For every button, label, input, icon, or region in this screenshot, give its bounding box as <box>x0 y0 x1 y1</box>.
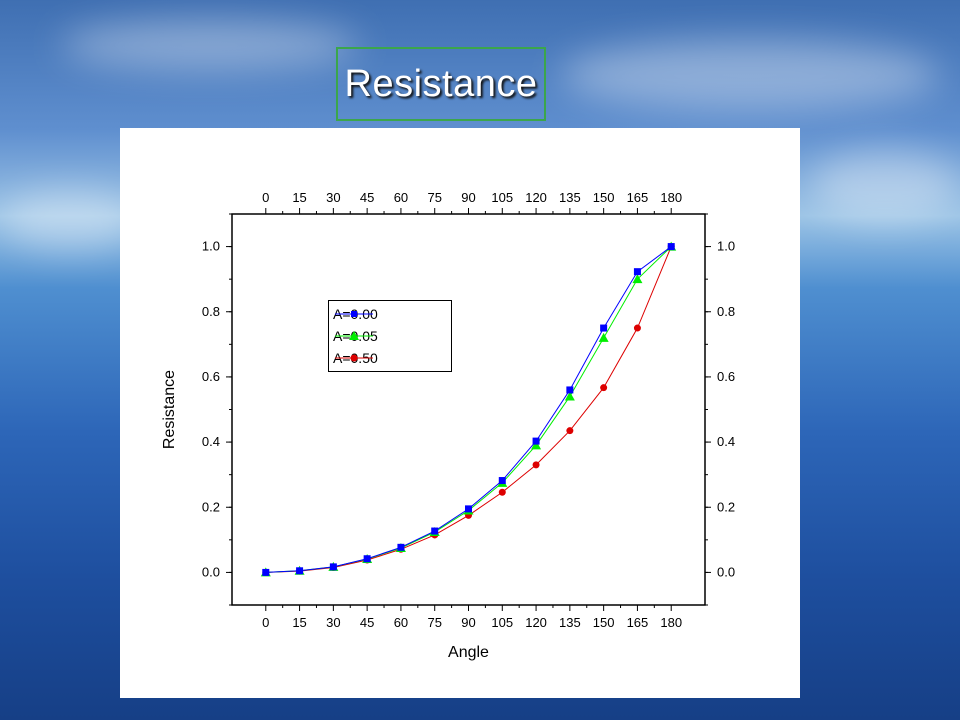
data-point-circle <box>600 384 608 392</box>
data-point-square <box>465 505 472 513</box>
data-point-square <box>498 477 506 485</box>
x-axis-label: Angle <box>448 644 489 661</box>
x-tick-label-top: 45 <box>360 190 374 205</box>
x-tick-label: 60 <box>394 615 408 630</box>
x-tick-label: 75 <box>427 615 441 630</box>
x-tick-label-top: 75 <box>427 190 441 205</box>
x-tick-label-top: 180 <box>660 190 682 205</box>
y-tick-label-right: 0.4 <box>717 434 735 449</box>
y-tick-label: 0.8 <box>202 304 220 319</box>
data-point-square <box>296 567 304 575</box>
data-point-circle <box>498 488 506 496</box>
y-tick-label-right: 0.8 <box>717 304 735 319</box>
legend-swatch-triangle <box>335 331 373 340</box>
y-tick-label: 0.0 <box>202 564 220 579</box>
series-line <box>265 246 672 573</box>
x-tick-label: 105 <box>491 615 513 630</box>
data-point-square <box>262 568 270 576</box>
data-point-square <box>363 555 371 563</box>
line-chart: 0 0 15 15 30 30 45 45 60 60 75 75 90 90 105 105 120 120 13… <box>161 190 735 661</box>
data-point-circle <box>566 427 574 435</box>
x-tick-label-top: 105 <box>491 190 513 205</box>
x-tick-label: 180 <box>660 615 682 630</box>
data-point-circle <box>633 324 641 332</box>
y-tick-label-right: 0.6 <box>717 369 735 384</box>
x-tick-label: 165 <box>627 615 649 630</box>
background-cloud <box>0 190 140 250</box>
x-tick-label: 120 <box>525 615 547 630</box>
legend-item: A=0.05 <box>329 325 453 347</box>
background-cloud <box>60 20 360 70</box>
data-point-triangle <box>598 332 609 342</box>
chart-legend: A=0.00 A=0.05 A=0.50 <box>328 300 452 372</box>
legend-item: A=0.00 <box>329 303 453 325</box>
x-tick-label: 90 <box>461 615 475 630</box>
data-point-square <box>397 543 405 551</box>
x-tick-label-top: 135 <box>559 190 581 205</box>
data-point-square <box>600 324 608 332</box>
slide-title: Resistance <box>344 62 538 105</box>
series-line <box>265 246 672 573</box>
data-point-square <box>329 563 337 571</box>
x-tick-label: 45 <box>360 615 374 630</box>
data-point-triangle <box>531 440 542 450</box>
data-point-square <box>633 268 641 276</box>
legend-swatch-circle <box>335 354 373 362</box>
x-tick-label-top: 90 <box>461 190 475 205</box>
data-point-square <box>532 437 540 445</box>
y-axis-label: Resistance <box>161 370 178 449</box>
y-tick-label: 1.0 <box>202 239 220 254</box>
data-point-square <box>667 243 675 251</box>
y-tick-label: 0.2 <box>202 499 220 514</box>
x-tick-label: 150 <box>593 615 615 630</box>
data-point-triangle <box>564 391 575 401</box>
data-point-circle <box>532 461 540 469</box>
x-tick-label-top: 150 <box>593 190 615 205</box>
x-tick-label: 15 <box>292 615 306 630</box>
x-tick-label: 30 <box>326 615 340 630</box>
chart-panel: 0 0 15 15 30 30 45 45 60 60 75 75 90 90 105 105 120 120 13… <box>120 128 800 698</box>
slide-title-box[interactable]: Resistance <box>336 47 546 121</box>
x-tick-label-top: 120 <box>525 190 547 205</box>
x-tick-label-top: 0 <box>262 190 269 205</box>
y-tick-label-right: 1.0 <box>717 239 735 254</box>
x-tick-label-top: 15 <box>292 190 306 205</box>
x-tick-label: 0 <box>262 615 269 630</box>
y-tick-label: 0.6 <box>202 369 220 384</box>
legend-swatch-square <box>335 311 373 317</box>
x-tick-label-top: 165 <box>627 190 649 205</box>
y-tick-label-right: 0.0 <box>717 564 735 579</box>
y-tick-label-right: 0.2 <box>717 499 735 514</box>
background-cloud <box>810 150 960 220</box>
background-cloud <box>560 40 940 110</box>
data-point-triangle <box>632 274 643 284</box>
data-point-square <box>566 386 574 394</box>
legend-item: A=0.50 <box>329 347 453 369</box>
x-tick-label: 135 <box>559 615 581 630</box>
x-tick-label-top: 60 <box>394 190 408 205</box>
series-line <box>265 246 672 573</box>
x-tick-label-top: 30 <box>326 190 340 205</box>
data-point-square <box>431 527 439 535</box>
y-tick-label: 0.4 <box>202 434 220 449</box>
